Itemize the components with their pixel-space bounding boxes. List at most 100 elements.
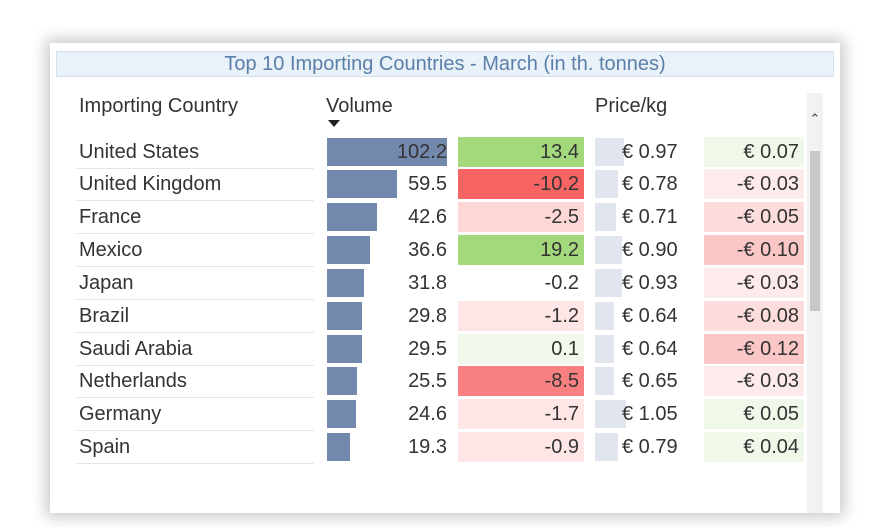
table-row: Spain 19.3 -0.9 € 0.79 € 0.04 <box>50 432 807 464</box>
table-visual: Top 10 Importing Countries - March (in t… <box>50 43 840 513</box>
volume-value: 59.5 <box>408 173 447 195</box>
row-divider <box>76 299 314 300</box>
price-change-value: -€ 0.08 <box>736 305 799 327</box>
price-bar <box>595 400 626 428</box>
volume-change-value: -10.2 <box>533 173 579 195</box>
volume-change-cell <box>458 235 584 265</box>
table-row: Germany 24.6 -1.7 € 1.05 € 0.05 <box>50 399 807 431</box>
table-row: Japan 31.8 -0.2 € 0.93 -€ 0.03 <box>50 268 807 300</box>
price-value: € 0.90 <box>622 239 678 261</box>
country-name: Saudi Arabia <box>79 338 193 360</box>
visual-title: Top 10 Importing Countries - March (in t… <box>56 51 834 77</box>
price-change-cell <box>704 334 804 364</box>
row-divider <box>76 332 314 333</box>
price-change-value: -€ 0.03 <box>736 173 799 195</box>
volume-change-cell <box>458 366 584 396</box>
price-bar <box>595 170 619 198</box>
volume-bar <box>327 367 357 395</box>
price-bar <box>595 138 624 166</box>
price-change-value: -€ 0.10 <box>736 239 799 261</box>
price-change-cell <box>704 235 804 265</box>
scroll-up-icon[interactable]: ⌃ <box>809 111 821 126</box>
country-name: United States <box>79 141 200 163</box>
price-bar <box>595 236 622 264</box>
price-bar <box>595 302 614 330</box>
price-change-value: -€ 0.03 <box>736 370 799 392</box>
volume-bar <box>327 400 356 428</box>
price-bar <box>595 269 623 297</box>
volume-change-value: 0.1 <box>551 338 579 360</box>
volume-change-cell <box>458 169 584 199</box>
table-row: France 42.6 -2.5 € 0.71 -€ 0.05 <box>50 202 807 234</box>
volume-change-value: 13.4 <box>540 141 579 163</box>
row-divider <box>76 266 314 267</box>
country-name: United Kingdom <box>79 173 222 195</box>
volume-change-cell <box>458 399 584 429</box>
header-price-per-kg[interactable]: Price/kg <box>595 95 668 117</box>
price-bar <box>595 433 619 461</box>
price-value: € 0.79 <box>622 436 678 458</box>
price-value: € 0.71 <box>622 206 678 228</box>
price-change-cell <box>704 268 804 298</box>
price-value: € 0.93 <box>622 272 678 294</box>
volume-bar <box>327 236 370 264</box>
price-change-value: € 0.04 <box>743 436 799 458</box>
price-value: € 0.64 <box>622 305 678 327</box>
sort-descending-icon[interactable] <box>328 120 340 127</box>
volume-bar <box>327 433 350 461</box>
volume-value: 102.2 <box>396 141 447 163</box>
volume-change-cell <box>458 268 584 298</box>
volume-value: 42.6 <box>408 206 447 228</box>
volume-change-cell <box>458 334 584 364</box>
price-value: € 0.64 <box>622 338 678 360</box>
country-name: Mexico <box>79 239 143 261</box>
price-change-cell <box>704 137 804 167</box>
price-change-cell <box>704 399 804 429</box>
volume-bar <box>327 170 397 198</box>
volume-value: 25.5 <box>408 370 447 392</box>
volume-value: 31.8 <box>408 272 447 294</box>
header-importing-country[interactable]: Importing Country <box>79 95 238 117</box>
table-row: United Kingdom 59.5 -10.2 € 0.78 -€ 0.03 <box>50 169 807 201</box>
volume-value: 24.6 <box>408 403 447 425</box>
volume-bar <box>327 335 362 363</box>
price-change-value: € 0.07 <box>743 141 799 163</box>
row-divider <box>76 430 314 431</box>
volume-value: 36.6 <box>408 239 447 261</box>
table-row: United States 102.2 13.4 € 0.97 € 0.07 <box>50 137 807 169</box>
volume-value: 19.3 <box>408 436 447 458</box>
volume-value: 29.5 <box>408 338 447 360</box>
row-divider <box>76 168 314 169</box>
price-change-cell <box>704 301 804 331</box>
scrollbar-thumb[interactable] <box>810 151 820 311</box>
table-row: Netherlands 25.5 -8.5 € 0.65 -€ 0.03 <box>50 366 807 398</box>
volume-value: 29.8 <box>408 305 447 327</box>
country-name: Japan <box>79 272 134 294</box>
price-change-value: -€ 0.03 <box>736 272 799 294</box>
volume-bar <box>327 138 447 166</box>
price-value: € 0.65 <box>622 370 678 392</box>
price-change-cell <box>704 202 804 232</box>
volume-change-value: -8.5 <box>544 370 579 392</box>
country-name: France <box>79 206 142 228</box>
volume-bar <box>327 269 365 297</box>
volume-change-cell <box>458 301 584 331</box>
price-value: € 0.97 <box>622 141 678 163</box>
vertical-scrollbar[interactable]: ⌃ <box>807 93 823 513</box>
header-volume[interactable]: Volume <box>326 95 393 117</box>
country-name: Germany <box>79 403 162 425</box>
volume-change-value: -2.5 <box>544 206 579 228</box>
row-divider <box>76 200 314 201</box>
row-divider <box>76 463 314 464</box>
country-name: Netherlands <box>79 370 187 392</box>
price-change-value: -€ 0.12 <box>736 338 799 360</box>
price-change-value: -€ 0.05 <box>736 206 799 228</box>
volume-change-cell <box>458 202 584 232</box>
volume-bar <box>327 203 378 231</box>
country-name: Brazil <box>79 305 130 327</box>
price-change-cell <box>704 366 804 396</box>
row-divider <box>76 365 314 366</box>
volume-change-value: -0.9 <box>544 436 579 458</box>
price-change-value: € 0.05 <box>743 403 799 425</box>
row-divider <box>76 397 314 398</box>
